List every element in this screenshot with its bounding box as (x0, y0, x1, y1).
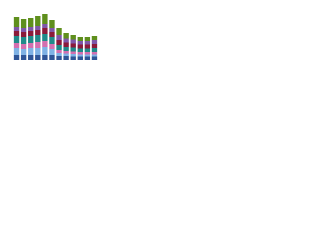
bar-segment (20, 37, 27, 44)
bar-segment (91, 56, 98, 60)
bar-segment (35, 55, 41, 60)
bar-segment (63, 53, 69, 56)
bar-segment (42, 55, 48, 60)
bar-segment (77, 37, 83, 41)
bar-segment (20, 19, 27, 28)
bar-segment (35, 42, 41, 48)
bar-segment (56, 50, 62, 53)
bar-segment (28, 43, 34, 48)
bar-segment (20, 28, 27, 32)
bar-segment (28, 55, 34, 60)
bar-segment (42, 28, 48, 34)
bar-segment (13, 43, 20, 48)
bar-segment (63, 38, 69, 43)
bar-segment (13, 48, 20, 55)
bar-segment (28, 27, 34, 31)
bar-segment (49, 28, 55, 32)
bar-segment (63, 47, 69, 51)
bar-segment (63, 56, 69, 60)
bar-segment (77, 41, 83, 45)
bar-segment (91, 48, 98, 52)
bar-segment (13, 27, 20, 31)
bar-segment (20, 55, 27, 60)
bar-segment (70, 56, 76, 60)
bar-segment (49, 20, 55, 28)
bar-segment (56, 53, 62, 56)
bar-segment (35, 16, 41, 26)
bar-segment (91, 54, 98, 57)
bar-segment (77, 48, 83, 52)
bar-segment (63, 42, 69, 47)
bar-segment (28, 31, 34, 36)
bar-segment (35, 48, 41, 55)
bar-segment (28, 36, 34, 43)
bar-segment (13, 31, 20, 36)
bar-segment (13, 36, 20, 43)
bar-segment (56, 40, 62, 45)
bar-segment (28, 48, 34, 55)
bar-segment (70, 35, 76, 40)
bar-segment (56, 35, 62, 40)
bar-segment (63, 51, 69, 54)
bar-segment (77, 52, 83, 55)
bar-segment (91, 40, 98, 44)
bar-segment (49, 55, 55, 60)
bar-segment (84, 41, 91, 45)
bar-segment (84, 44, 91, 49)
bar-segment (49, 44, 55, 49)
bar-segment (13, 17, 20, 27)
bar-segment (91, 36, 98, 40)
bar-segment (63, 33, 69, 39)
bar-segment (77, 54, 83, 57)
bar-segment (77, 44, 83, 49)
bar-segment (42, 14, 48, 24)
bar-segment (56, 56, 62, 60)
bar-segment (84, 52, 91, 55)
bar-segment (56, 28, 62, 35)
bar-segment (49, 37, 55, 44)
bar-segment (49, 32, 55, 37)
bar-segment (77, 56, 83, 60)
bar-segment (13, 55, 20, 60)
bar-segment (20, 44, 27, 49)
bar-segment (49, 49, 55, 55)
bar-segment (70, 51, 76, 54)
bar-segment (91, 44, 98, 48)
bar-segment (20, 49, 27, 55)
bar-segment (35, 35, 41, 42)
bar-segment (42, 24, 48, 28)
bar-segment (28, 18, 34, 27)
bar-segment (70, 54, 76, 57)
bar-segment (42, 34, 48, 41)
bar-segment (70, 39, 76, 44)
bar-segment (84, 54, 91, 57)
bar-segment (42, 41, 48, 47)
bar-segment (84, 37, 91, 41)
bar-segment (84, 56, 91, 60)
bar-segment (35, 26, 41, 30)
chart (0, 0, 100, 71)
bar-segment (35, 30, 41, 35)
bar-segment (42, 47, 48, 55)
bar-segment (70, 47, 76, 52)
bar-segment (20, 32, 27, 37)
bar-segment (91, 52, 98, 55)
bar-segment (56, 45, 62, 50)
bar-segment (70, 43, 76, 48)
bar-segment (84, 48, 91, 52)
